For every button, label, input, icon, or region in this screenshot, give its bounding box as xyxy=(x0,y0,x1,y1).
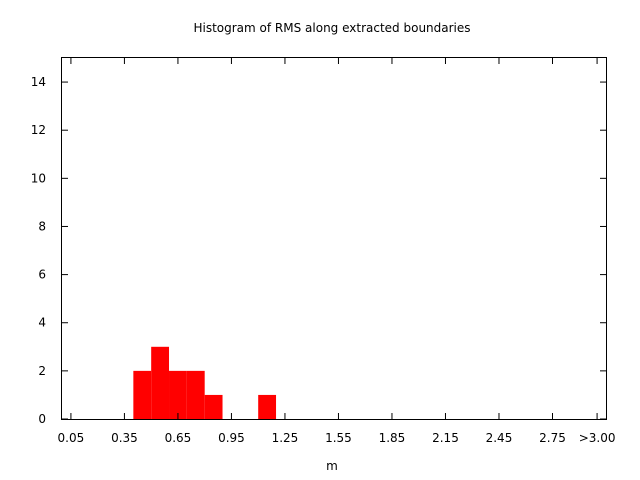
x-tick-label: 2.45 xyxy=(486,431,513,445)
ticks-layer: 0.05 0.35 0.65 0.95 1.25 1.55 1.85 2.15 2.45 2.75… xyxy=(31,58,616,445)
x-tick-label: 1.85 xyxy=(379,431,406,445)
y-tick-label: 14 xyxy=(31,75,46,89)
x-tick-label: 0.35 xyxy=(111,431,138,445)
bars-layer xyxy=(133,346,277,419)
x-tick-label: 0.95 xyxy=(218,431,245,445)
histogram-bar xyxy=(133,370,152,419)
x-axis-label: m xyxy=(326,459,338,473)
y-tick-label: 8 xyxy=(38,219,46,233)
x-tick-label: 1.25 xyxy=(272,431,299,445)
histogram-bar xyxy=(169,370,187,419)
x-tick-label: 0.65 xyxy=(165,431,192,445)
histogram-bar xyxy=(186,370,205,419)
x-tick-label: 2.15 xyxy=(432,431,459,445)
y-tick-label: 2 xyxy=(38,364,46,378)
y-tick-label: 10 xyxy=(31,171,46,185)
chart-title: Histogram of RMS along extracted boundar… xyxy=(193,21,470,35)
y-tick-label: 0 xyxy=(38,412,46,426)
y-tick-label: 4 xyxy=(38,316,46,330)
histogram-bar xyxy=(151,346,170,419)
histogram-bar xyxy=(204,394,223,419)
y-tick-label: 6 xyxy=(38,268,46,282)
histogram-bar xyxy=(258,394,277,419)
x-tick-label: >3.00 xyxy=(579,431,616,445)
y-tick-label: 12 xyxy=(31,123,46,137)
x-tick-label: 1.55 xyxy=(325,431,352,445)
x-tick-label: 2.75 xyxy=(539,431,566,445)
plot-frame xyxy=(61,57,607,420)
x-tick-label: 0.05 xyxy=(58,431,85,445)
